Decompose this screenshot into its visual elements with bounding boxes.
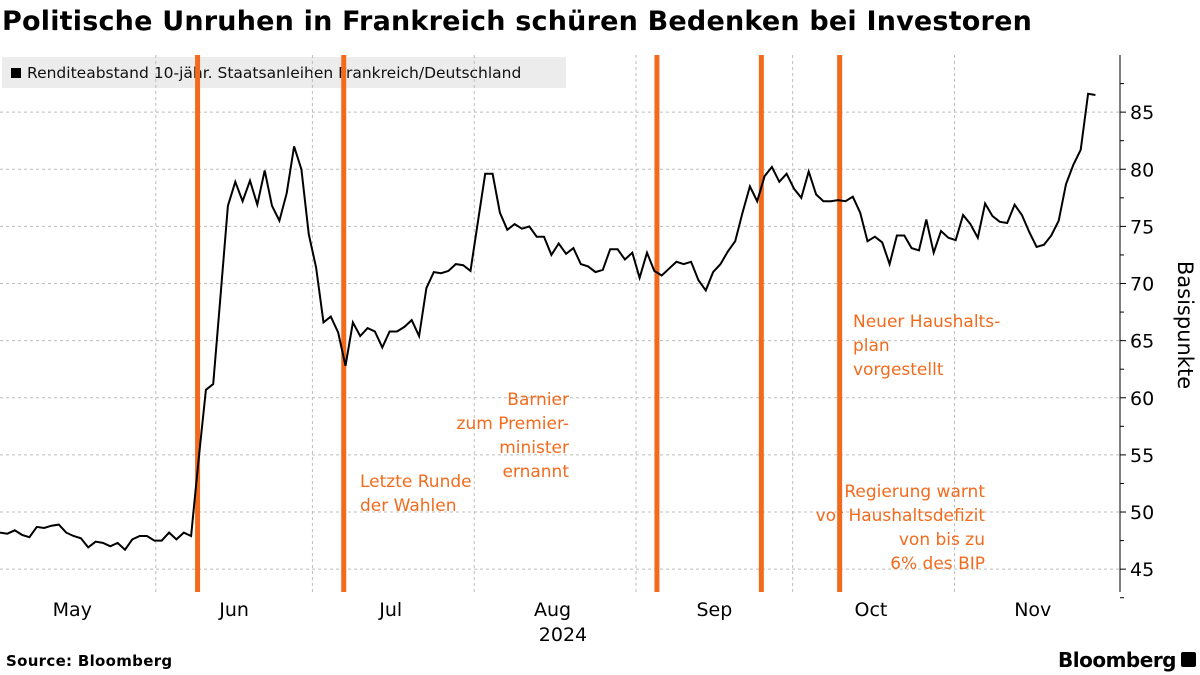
x-tick-label: Oct [855, 599, 888, 621]
chart-title: Politische Unruhen in Frankreich schüren… [2, 6, 1033, 37]
y-tick-label: 60 [1130, 388, 1154, 410]
source-note: Source: Bloomberg [6, 652, 173, 670]
annotation-line: Neuer Haushalts- [853, 312, 1001, 332]
annotation-line: vor Haushaltsdefizit [815, 506, 985, 526]
annotation-line: Barnier [507, 390, 569, 410]
x-tick-label: Aug [534, 599, 571, 621]
x-tick-label: Jul [378, 599, 402, 621]
annotation-line: ernannt [502, 462, 569, 482]
x-tick-label: Nov [1014, 599, 1051, 621]
legend-label: Renditeabstand 10-jähr. Staatsanleihen F… [27, 63, 522, 82]
bloomberg-chart-icon [1181, 652, 1196, 667]
y-tick-label: 45 [1130, 559, 1154, 581]
y-tick-label: 70 [1130, 274, 1154, 296]
x-axis-year-label: 2024 [539, 624, 587, 646]
annotation-line: von bis zu [898, 530, 985, 550]
annotation-line: Letzte Runde [360, 472, 472, 492]
legend: Renditeabstand 10-jähr. Staatsanleihen F… [2, 57, 566, 88]
bloomberg-logo: Bloomberg [1058, 648, 1176, 672]
series-line [0, 92, 1096, 552]
y-axis-label: Basispunkte [1173, 260, 1197, 390]
y-tick-label: 65 [1130, 331, 1154, 353]
annotation-defizit: Regierung warnt vor Haushaltsdefizit von… [816, 480, 985, 576]
annotation-line: plan [853, 336, 890, 356]
annotation-line: vorgestellt [853, 360, 944, 380]
annotation-line: minister [499, 438, 569, 458]
annotation-haushalt: Neuer Haushalts- plan vorgestellt [853, 310, 1000, 382]
x-tick-label: Sep [696, 599, 732, 621]
y-tick-label: 50 [1130, 502, 1154, 524]
x-tick-label: May [53, 599, 92, 621]
annotation-barnier: Barnier zum Premier- minister ernannt [457, 388, 569, 484]
annotation-wahlen: Letzte Runde der Wahlen [360, 470, 472, 518]
y-tick-label: 85 [1130, 102, 1154, 124]
y-tick-label: 55 [1130, 445, 1154, 467]
annotation-line: 6% des BIP [890, 554, 985, 574]
x-tick-label: Jun [218, 599, 249, 621]
y-tick-label: 75 [1130, 216, 1154, 238]
annotation-line: Regierung warnt [844, 482, 985, 502]
legend-swatch [11, 67, 21, 78]
annotation-line: der Wahlen [360, 496, 457, 516]
y-tick-label: 80 [1130, 159, 1154, 181]
annotation-line: zum Premier- [456, 414, 569, 434]
